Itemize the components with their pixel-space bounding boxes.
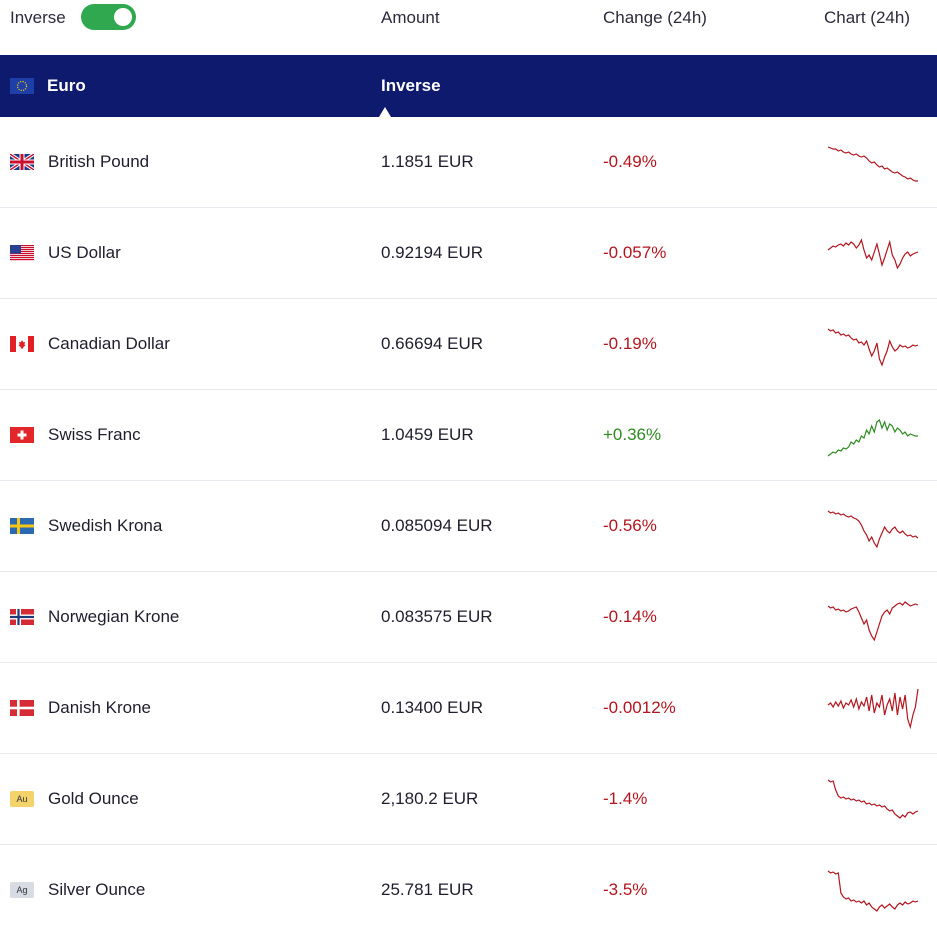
toggle-knob — [114, 8, 132, 26]
change-value: -0.49% — [603, 152, 657, 171]
currency-name[interactable]: Silver Ounce — [48, 880, 146, 899]
currency-row[interactable]: Canadian Dollar 0.66694 EUR -0.19% — [0, 299, 937, 390]
amount-value: 1.1851 EUR — [381, 152, 474, 171]
currency-row[interactable]: Swedish Krona 0.085094 EUR -0.56% — [0, 481, 937, 572]
base-currency-name: Euro — [47, 76, 86, 95]
currency-row[interactable]: Ag Silver Ounce 25.781 EUR -3.5% — [0, 845, 937, 928]
eu-flag-icon — [10, 78, 34, 99]
sparkline-path — [827, 238, 919, 270]
sparkline-path — [827, 779, 919, 819]
currency-row[interactable]: Danish Krone 0.13400 EUR -0.0012% — [0, 663, 937, 754]
amount-value: 0.66694 EUR — [381, 334, 484, 353]
se-flag-icon — [10, 518, 34, 534]
us-flag-icon — [10, 245, 34, 261]
change-value: -0.0012% — [603, 698, 676, 717]
ag-badge-icon: Ag — [10, 882, 34, 898]
au-badge-icon: Au — [10, 791, 34, 807]
sparkline-path — [827, 328, 919, 367]
change-value: -3.5% — [603, 880, 648, 899]
change-value: +0.36% — [603, 425, 662, 444]
change-value: -0.057% — [603, 243, 667, 262]
change-value: -1.4% — [603, 789, 648, 808]
badge-label: Ag — [10, 882, 34, 898]
column-header-change: Change (24h) — [603, 8, 707, 27]
currency-name[interactable]: Swiss Franc — [48, 425, 141, 444]
sparkline-path — [827, 601, 919, 642]
base-currency-row[interactable]: Euro Inverse — [0, 55, 937, 117]
sparkline-chart[interactable] — [826, 865, 921, 915]
currency-name[interactable]: British Pound — [48, 152, 150, 171]
currency-row[interactable]: British Pound 1.1851 EUR -0.49% — [0, 117, 937, 208]
gb-flag-icon — [9, 152, 35, 172]
currency-name[interactable]: Gold Ounce — [48, 789, 139, 808]
amount-value: 1.0459 EUR — [381, 425, 474, 444]
caret-indicator — [379, 107, 391, 117]
amount-value: 0.085094 EUR — [381, 516, 493, 535]
sparkline-path — [827, 418, 918, 457]
sparkline-chart[interactable] — [826, 774, 921, 824]
currency-name[interactable]: Danish Krone — [48, 698, 152, 717]
sparkline-chart[interactable] — [826, 228, 921, 278]
sparkline-path — [827, 688, 919, 730]
amount-value: 25.781 EUR — [381, 880, 474, 899]
dk-flag-icon — [10, 700, 34, 716]
change-value: -0.14% — [603, 607, 657, 626]
sparkline-path — [827, 510, 919, 549]
amount-value: 0.92194 EUR — [381, 243, 484, 262]
base-inverse-label: Inverse — [381, 76, 441, 95]
amount-value: 0.083575 EUR — [381, 607, 493, 626]
amount-value: 2,180.2 EUR — [381, 789, 479, 808]
currency-row[interactable]: Au Gold Ounce 2,180.2 EUR -1.4% — [0, 754, 937, 845]
badge-label: Au — [10, 791, 34, 807]
inverse-toggle[interactable] — [81, 4, 136, 30]
sparkline-chart[interactable] — [826, 501, 921, 551]
sparkline-path — [827, 870, 919, 912]
sparkline-chart[interactable] — [826, 410, 921, 460]
ca-flag-icon — [10, 336, 34, 352]
currency-row[interactable]: Norwegian Krone 0.083575 EUR -0.14% — [0, 572, 937, 663]
currency-name[interactable]: US Dollar — [48, 243, 121, 262]
ch-flag-icon — [10, 427, 34, 443]
currency-row[interactable]: US Dollar 0.92194 EUR -0.057% — [0, 208, 937, 299]
currency-row[interactable]: Swiss Franc 1.0459 EUR +0.36% — [0, 390, 937, 481]
currency-name[interactable]: Swedish Krona — [48, 516, 163, 535]
amount-value: 0.13400 EUR — [381, 698, 484, 717]
currency-name[interactable]: Norwegian Krone — [48, 607, 180, 626]
column-header-chart: Chart (24h) — [824, 8, 910, 27]
change-value: -0.19% — [603, 334, 657, 353]
inverse-label: Inverse — [10, 8, 66, 27]
sparkline-chart[interactable] — [826, 683, 921, 733]
sparkline-chart[interactable] — [826, 592, 921, 642]
sparkline-chart[interactable] — [826, 137, 921, 187]
currency-list: British Pound 1.1851 EUR -0.49% US Dollar 0.… — [0, 117, 937, 928]
no-flag-icon — [10, 609, 34, 625]
column-header-amount: Amount — [381, 8, 440, 27]
table-header: Inverse Amount Change (24h) Chart (24h) — [0, 0, 937, 55]
currency-name[interactable]: Canadian Dollar — [48, 334, 170, 353]
sparkline-chart[interactable] — [826, 319, 921, 369]
change-value: -0.56% — [603, 516, 657, 535]
sparkline-path — [827, 146, 918, 182]
